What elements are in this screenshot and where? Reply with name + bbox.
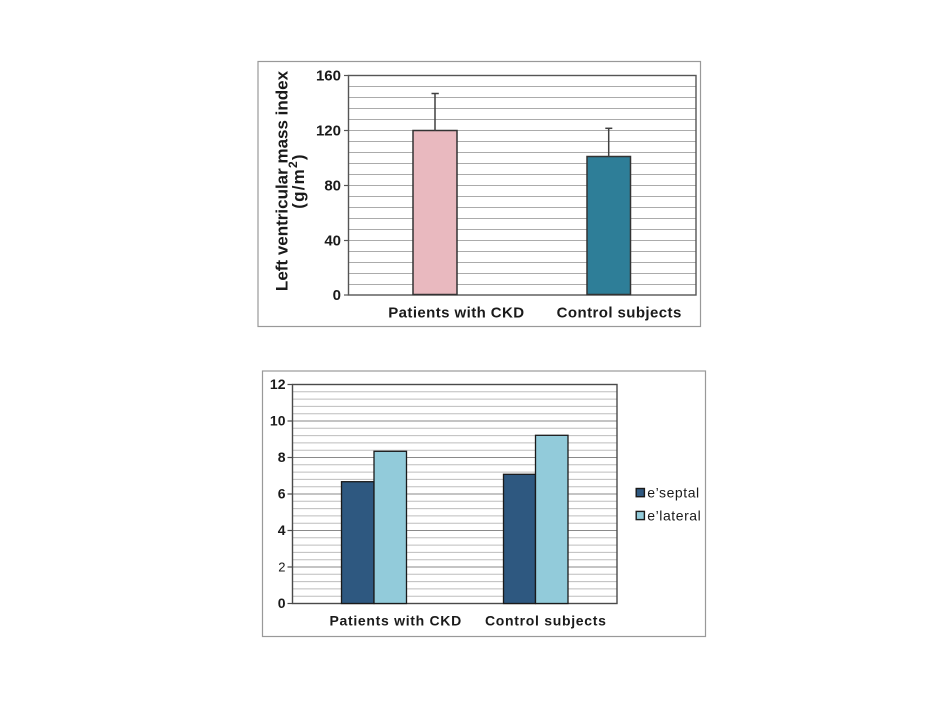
svg-text:10: 10 bbox=[270, 413, 286, 429]
svg-text:160: 160 bbox=[316, 68, 341, 85]
svg-text:0: 0 bbox=[333, 287, 341, 304]
svg-text:Control subjects: Control subjects bbox=[485, 613, 607, 629]
svg-text:120: 120 bbox=[316, 123, 341, 140]
svg-text:12: 12 bbox=[270, 376, 286, 392]
svg-text:Left ventricular mass index: Left ventricular mass index bbox=[273, 70, 292, 291]
svg-text:Control subjects: Control subjects bbox=[557, 304, 682, 321]
svg-text:6: 6 bbox=[278, 486, 286, 502]
svg-text:4: 4 bbox=[278, 522, 286, 538]
svg-text:40: 40 bbox=[324, 233, 341, 250]
svg-text:Patients with CKD: Patients with CKD bbox=[388, 304, 524, 321]
svg-text:e’septal: e’septal bbox=[647, 484, 699, 500]
svg-text:8: 8 bbox=[278, 449, 286, 465]
svg-text:e’lateral: e’lateral bbox=[647, 507, 701, 523]
svg-text:80: 80 bbox=[324, 178, 341, 195]
svg-text:0: 0 bbox=[278, 595, 286, 611]
svg-text:Patients with CKD: Patients with CKD bbox=[329, 613, 461, 629]
svg-text:2: 2 bbox=[278, 560, 285, 575]
